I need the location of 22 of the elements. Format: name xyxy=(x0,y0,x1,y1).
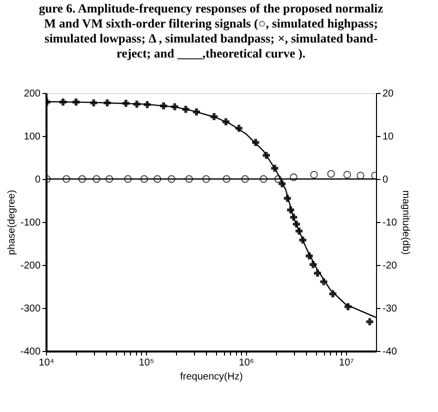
x-tick-label: 10⁷ xyxy=(339,358,354,368)
y2-tick-label: 0 xyxy=(382,174,388,186)
y2-tick-label: -20 xyxy=(382,260,398,272)
y-tick-label: 100 xyxy=(24,132,41,142)
y-tick-label: -300 xyxy=(20,304,41,314)
x-tick-label: 10⁴ xyxy=(38,358,54,368)
y-tick-label: -200 xyxy=(20,260,41,272)
x-tick-label: 10⁶ xyxy=(238,358,254,368)
y2-tick-label: -40 xyxy=(382,346,398,358)
y-tick-label: 0 xyxy=(34,174,41,186)
y2-tick-label: -30 xyxy=(382,304,398,314)
y-tick-label: -100 xyxy=(20,218,41,228)
y-tick-label: -400 xyxy=(20,346,41,358)
x-tick-label: 10⁵ xyxy=(138,358,154,368)
y2-tick-label: -10 xyxy=(382,218,398,228)
y-tick-label: 200 xyxy=(24,88,41,100)
y2-axis-title: magnitude(db) xyxy=(400,190,411,255)
y-axis-title: phase(degree) xyxy=(6,190,18,256)
x-axis-title: frequency(Hz) xyxy=(180,372,243,382)
y2-tick-label: 10 xyxy=(382,132,394,142)
chart-title: gure 6. Amplitude-frequency responses of the proposed normaliz M and VM sixth-order filtering signals (○, simulated highpass; simulated lowpass; Δ , simulated bandpass; ×, simulated band- reject; and ____,theoretical curve ). xyxy=(38,2,384,60)
y2-tick-label: 20 xyxy=(382,88,394,100)
